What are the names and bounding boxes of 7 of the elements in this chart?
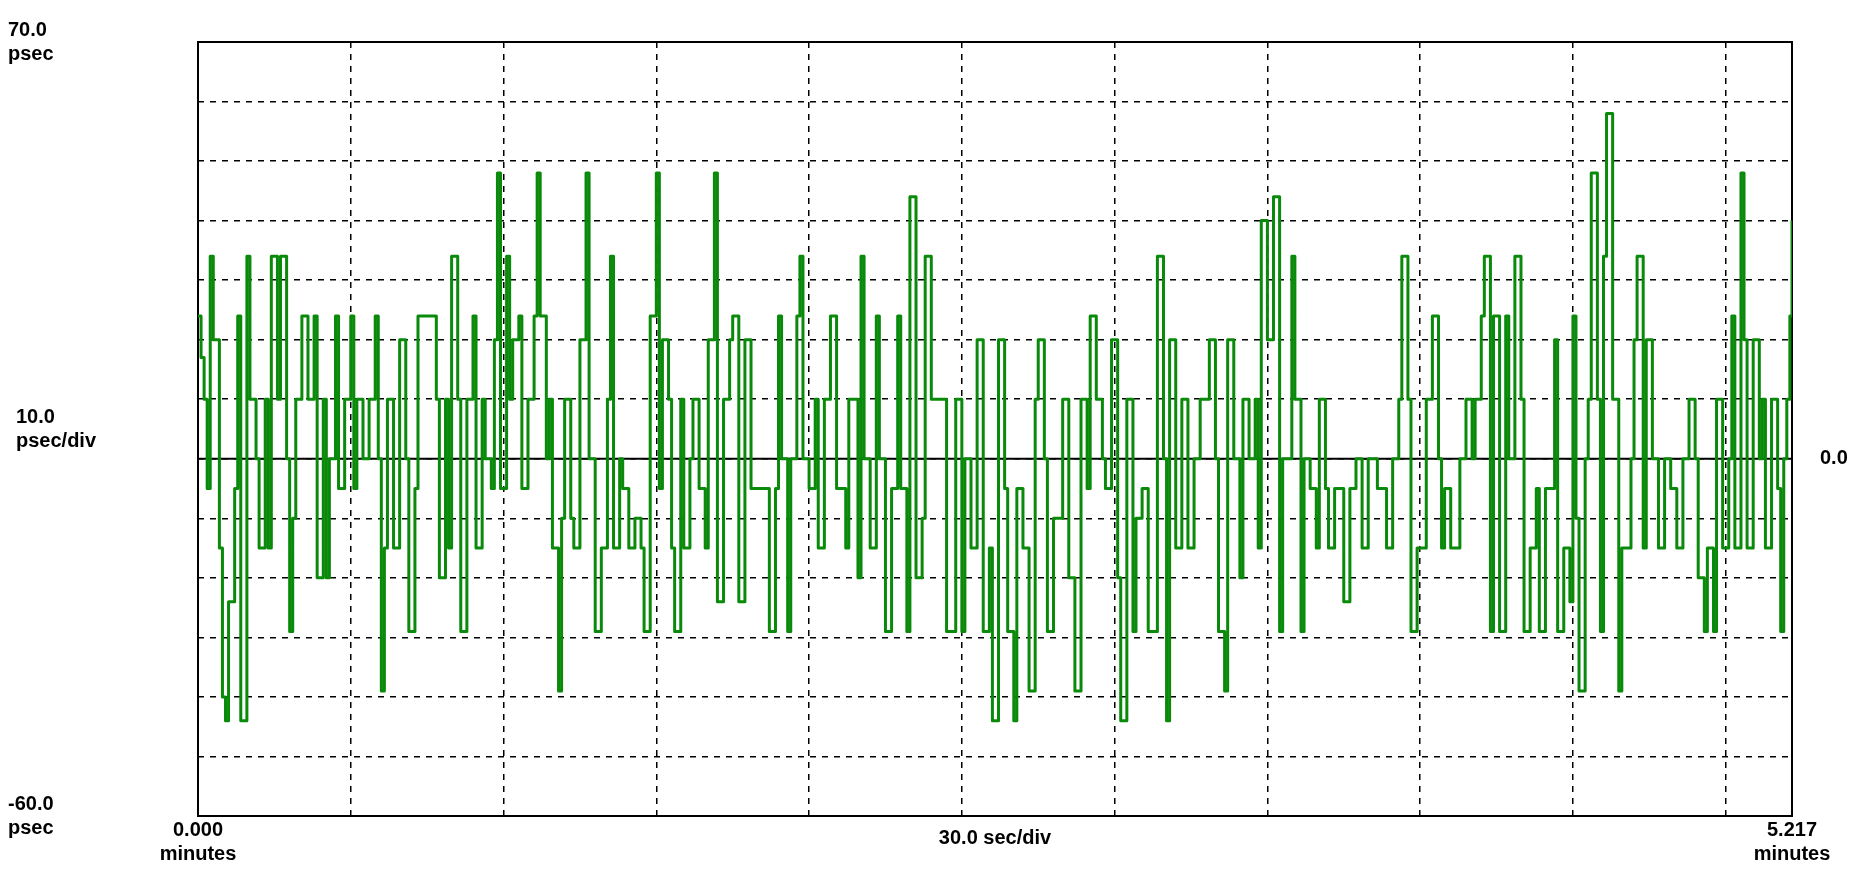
x-axis-title: 30.0 sec/div <box>938 825 1053 848</box>
ref-line-label: 0.0 <box>1820 446 1848 469</box>
y-axis-title: 10.0 psec/div <box>16 404 97 451</box>
y-tick-label: 70.0 psec <box>8 17 54 64</box>
x-tick-label: 5.217 minutes <box>1753 817 1831 864</box>
y-tick-label: -60.0 psec <box>8 791 54 838</box>
x-tick-label: 0.000 minutes <box>159 817 237 864</box>
